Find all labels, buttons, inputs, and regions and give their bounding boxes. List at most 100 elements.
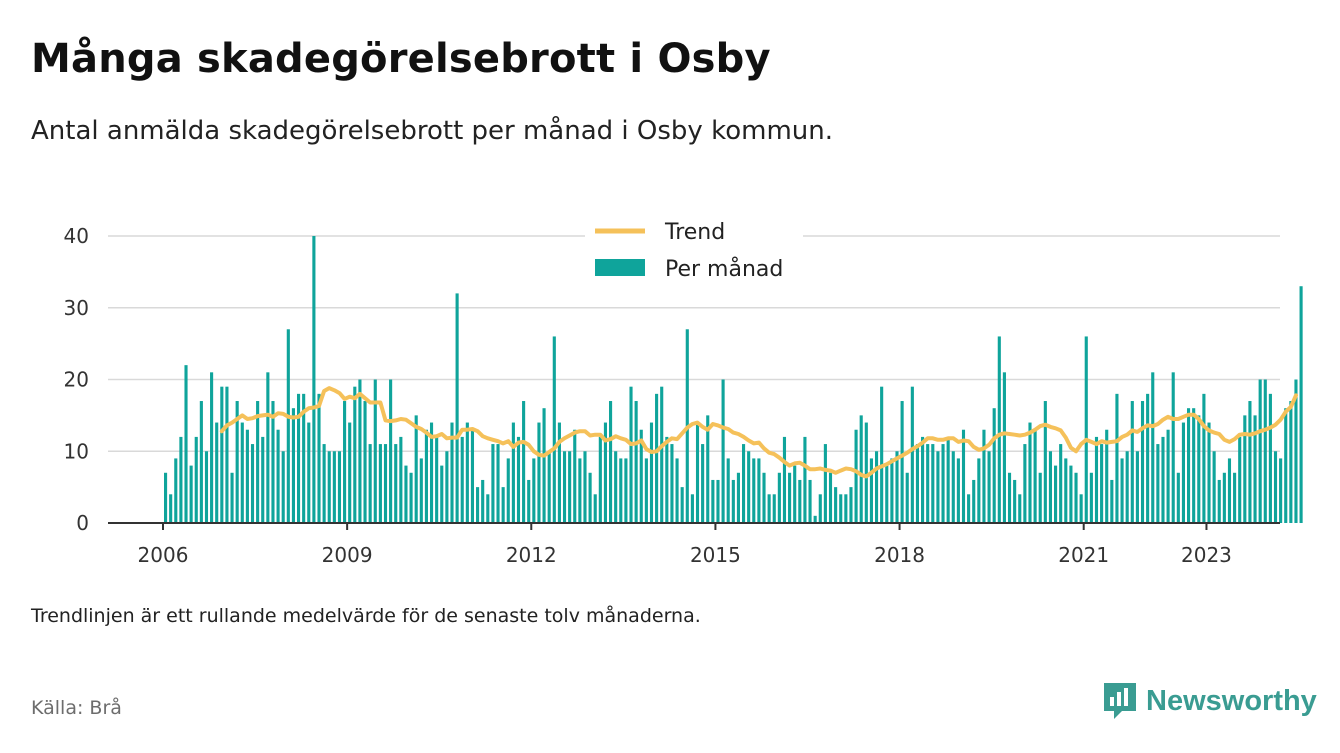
bar [215, 422, 219, 523]
bar [747, 451, 751, 523]
bar [614, 451, 618, 523]
footnote: Trendlinjen är ett rullande medelvärde f… [31, 605, 701, 627]
bar [803, 436, 807, 523]
bar [665, 436, 669, 523]
bar [404, 465, 408, 523]
x-tick-label: 2009 [322, 543, 373, 567]
bar [1166, 429, 1170, 523]
bar [542, 408, 546, 523]
bar [1268, 393, 1272, 523]
bar [849, 487, 853, 523]
bar [834, 487, 838, 523]
bar [378, 444, 382, 523]
bar [782, 436, 787, 523]
bar [788, 472, 792, 523]
bar [828, 472, 833, 523]
bar [695, 422, 700, 523]
bar [1227, 458, 1232, 523]
bar [1048, 451, 1053, 523]
bar [777, 472, 781, 523]
bar [854, 429, 858, 523]
bar [895, 451, 899, 523]
bar [496, 444, 500, 523]
bar [1253, 415, 1257, 523]
bar [1023, 444, 1027, 523]
bar [199, 401, 203, 523]
brand-logo: Newsworthy [1102, 681, 1317, 721]
bar [741, 444, 746, 523]
bar [1059, 444, 1063, 523]
bar [271, 401, 275, 523]
bar-series [164, 236, 1303, 523]
bar [629, 386, 633, 523]
bar [184, 365, 188, 523]
bar [1084, 336, 1088, 523]
bar [1192, 408, 1196, 523]
bar [240, 422, 244, 523]
bar [1233, 472, 1237, 523]
bar [429, 422, 434, 523]
bar [880, 386, 884, 523]
bar [276, 429, 280, 523]
bar [547, 451, 551, 523]
bar [220, 386, 224, 523]
bar [317, 393, 321, 523]
bar [890, 458, 894, 523]
bar [399, 436, 403, 523]
bar [174, 458, 178, 523]
bar [281, 451, 285, 523]
bar [470, 429, 475, 523]
bar [1064, 458, 1068, 523]
bar [706, 415, 710, 523]
bar [716, 479, 720, 523]
bar [762, 472, 766, 523]
bar [634, 401, 638, 523]
bar [573, 429, 577, 523]
bar [455, 293, 459, 523]
bar [291, 408, 295, 523]
bar [522, 401, 526, 523]
bar [343, 401, 347, 523]
bar [353, 386, 357, 523]
bar [250, 444, 255, 523]
bar [225, 386, 229, 523]
bar [363, 401, 367, 523]
bar [527, 479, 531, 523]
bar [900, 401, 904, 523]
bar [859, 415, 863, 523]
bar [1181, 422, 1185, 523]
bar [946, 436, 950, 523]
bar [864, 422, 868, 523]
bar [450, 422, 454, 523]
bar [1238, 436, 1242, 523]
brand-name: Newsworthy [1146, 684, 1317, 717]
trend-series [219, 386, 1298, 479]
bar [956, 458, 960, 523]
bar [639, 429, 643, 523]
bar [440, 465, 444, 523]
bar [941, 444, 945, 523]
bar [1110, 479, 1114, 523]
bar [905, 472, 909, 523]
bar [1135, 451, 1139, 523]
bar [516, 436, 521, 523]
bar [1120, 458, 1124, 523]
bar [1217, 479, 1221, 523]
trend-line [219, 386, 1298, 479]
bar [578, 458, 582, 523]
bar [1089, 472, 1093, 523]
bar [757, 458, 761, 523]
bar [598, 436, 602, 523]
bar [332, 451, 336, 523]
chart-title: Många skadegörelsebrott i Osby [31, 36, 771, 82]
bar [644, 458, 648, 523]
bar [476, 487, 480, 523]
bar [726, 458, 730, 523]
bar [885, 465, 889, 523]
x-axis [108, 522, 1280, 530]
bar [915, 444, 920, 523]
bar [1079, 494, 1083, 523]
bar [256, 401, 260, 523]
bar [1038, 472, 1042, 523]
bar [690, 494, 694, 523]
